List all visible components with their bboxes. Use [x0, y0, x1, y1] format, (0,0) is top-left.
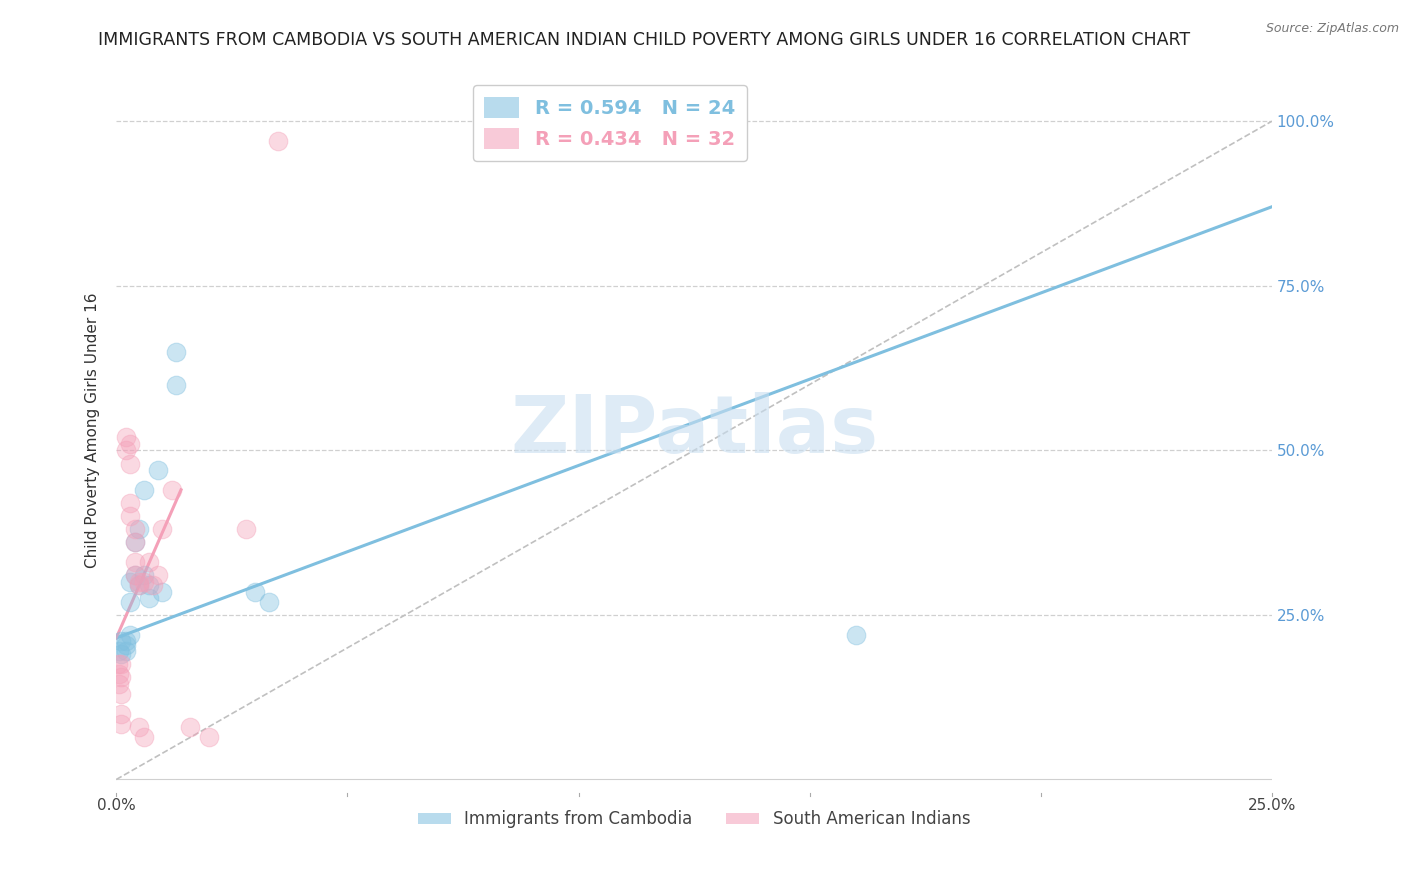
- Point: [120, 436, 142, 450]
- Point: [179, 720, 201, 734]
- Point: [128, 578, 150, 592]
- Point: [124, 568, 146, 582]
- Point: [114, 638, 136, 652]
- Point: [120, 496, 142, 510]
- Point: [120, 595, 142, 609]
- Point: [146, 463, 169, 477]
- Point: [845, 628, 868, 642]
- Point: [114, 443, 136, 458]
- Point: [146, 568, 169, 582]
- Point: [132, 574, 155, 589]
- Text: Source: ZipAtlas.com: Source: ZipAtlas.com: [1265, 22, 1399, 36]
- Point: [128, 578, 150, 592]
- Point: [257, 595, 280, 609]
- Point: [165, 377, 187, 392]
- Point: [114, 430, 136, 444]
- Point: [152, 522, 174, 536]
- Text: ZIPatlas: ZIPatlas: [510, 392, 879, 469]
- Point: [124, 535, 146, 549]
- Point: [107, 667, 129, 681]
- Point: [114, 644, 136, 658]
- Point: [107, 644, 129, 658]
- Point: [110, 687, 132, 701]
- Point: [160, 483, 183, 497]
- Point: [128, 522, 150, 536]
- Point: [132, 483, 155, 497]
- Point: [124, 522, 146, 536]
- Point: [128, 574, 150, 589]
- Point: [235, 522, 257, 536]
- Point: [110, 670, 132, 684]
- Point: [110, 706, 132, 721]
- Point: [110, 634, 132, 648]
- Point: [124, 535, 146, 549]
- Point: [267, 134, 290, 148]
- Point: [138, 591, 160, 606]
- Point: [110, 716, 132, 731]
- Text: IMMIGRANTS FROM CAMBODIA VS SOUTH AMERICAN INDIAN CHILD POVERTY AMONG GIRLS UNDE: IMMIGRANTS FROM CAMBODIA VS SOUTH AMERIC…: [98, 31, 1191, 49]
- Point: [120, 509, 142, 524]
- Point: [197, 730, 219, 744]
- Y-axis label: Child Poverty Among Girls Under 16: Child Poverty Among Girls Under 16: [86, 293, 100, 568]
- Point: [165, 344, 187, 359]
- Point: [120, 574, 142, 589]
- Point: [107, 677, 129, 691]
- Point: [128, 720, 150, 734]
- Point: [138, 555, 160, 569]
- Point: [107, 657, 129, 672]
- Point: [243, 585, 266, 599]
- Point: [110, 657, 132, 672]
- Point: [132, 730, 155, 744]
- Point: [142, 578, 165, 592]
- Point: [120, 628, 142, 642]
- Point: [124, 568, 146, 582]
- Point: [124, 555, 146, 569]
- Legend: Immigrants from Cambodia, South American Indians: Immigrants from Cambodia, South American…: [411, 804, 977, 835]
- Point: [114, 634, 136, 648]
- Point: [110, 648, 132, 662]
- Point: [120, 457, 142, 471]
- Point: [138, 578, 160, 592]
- Point: [132, 568, 155, 582]
- Point: [152, 585, 174, 599]
